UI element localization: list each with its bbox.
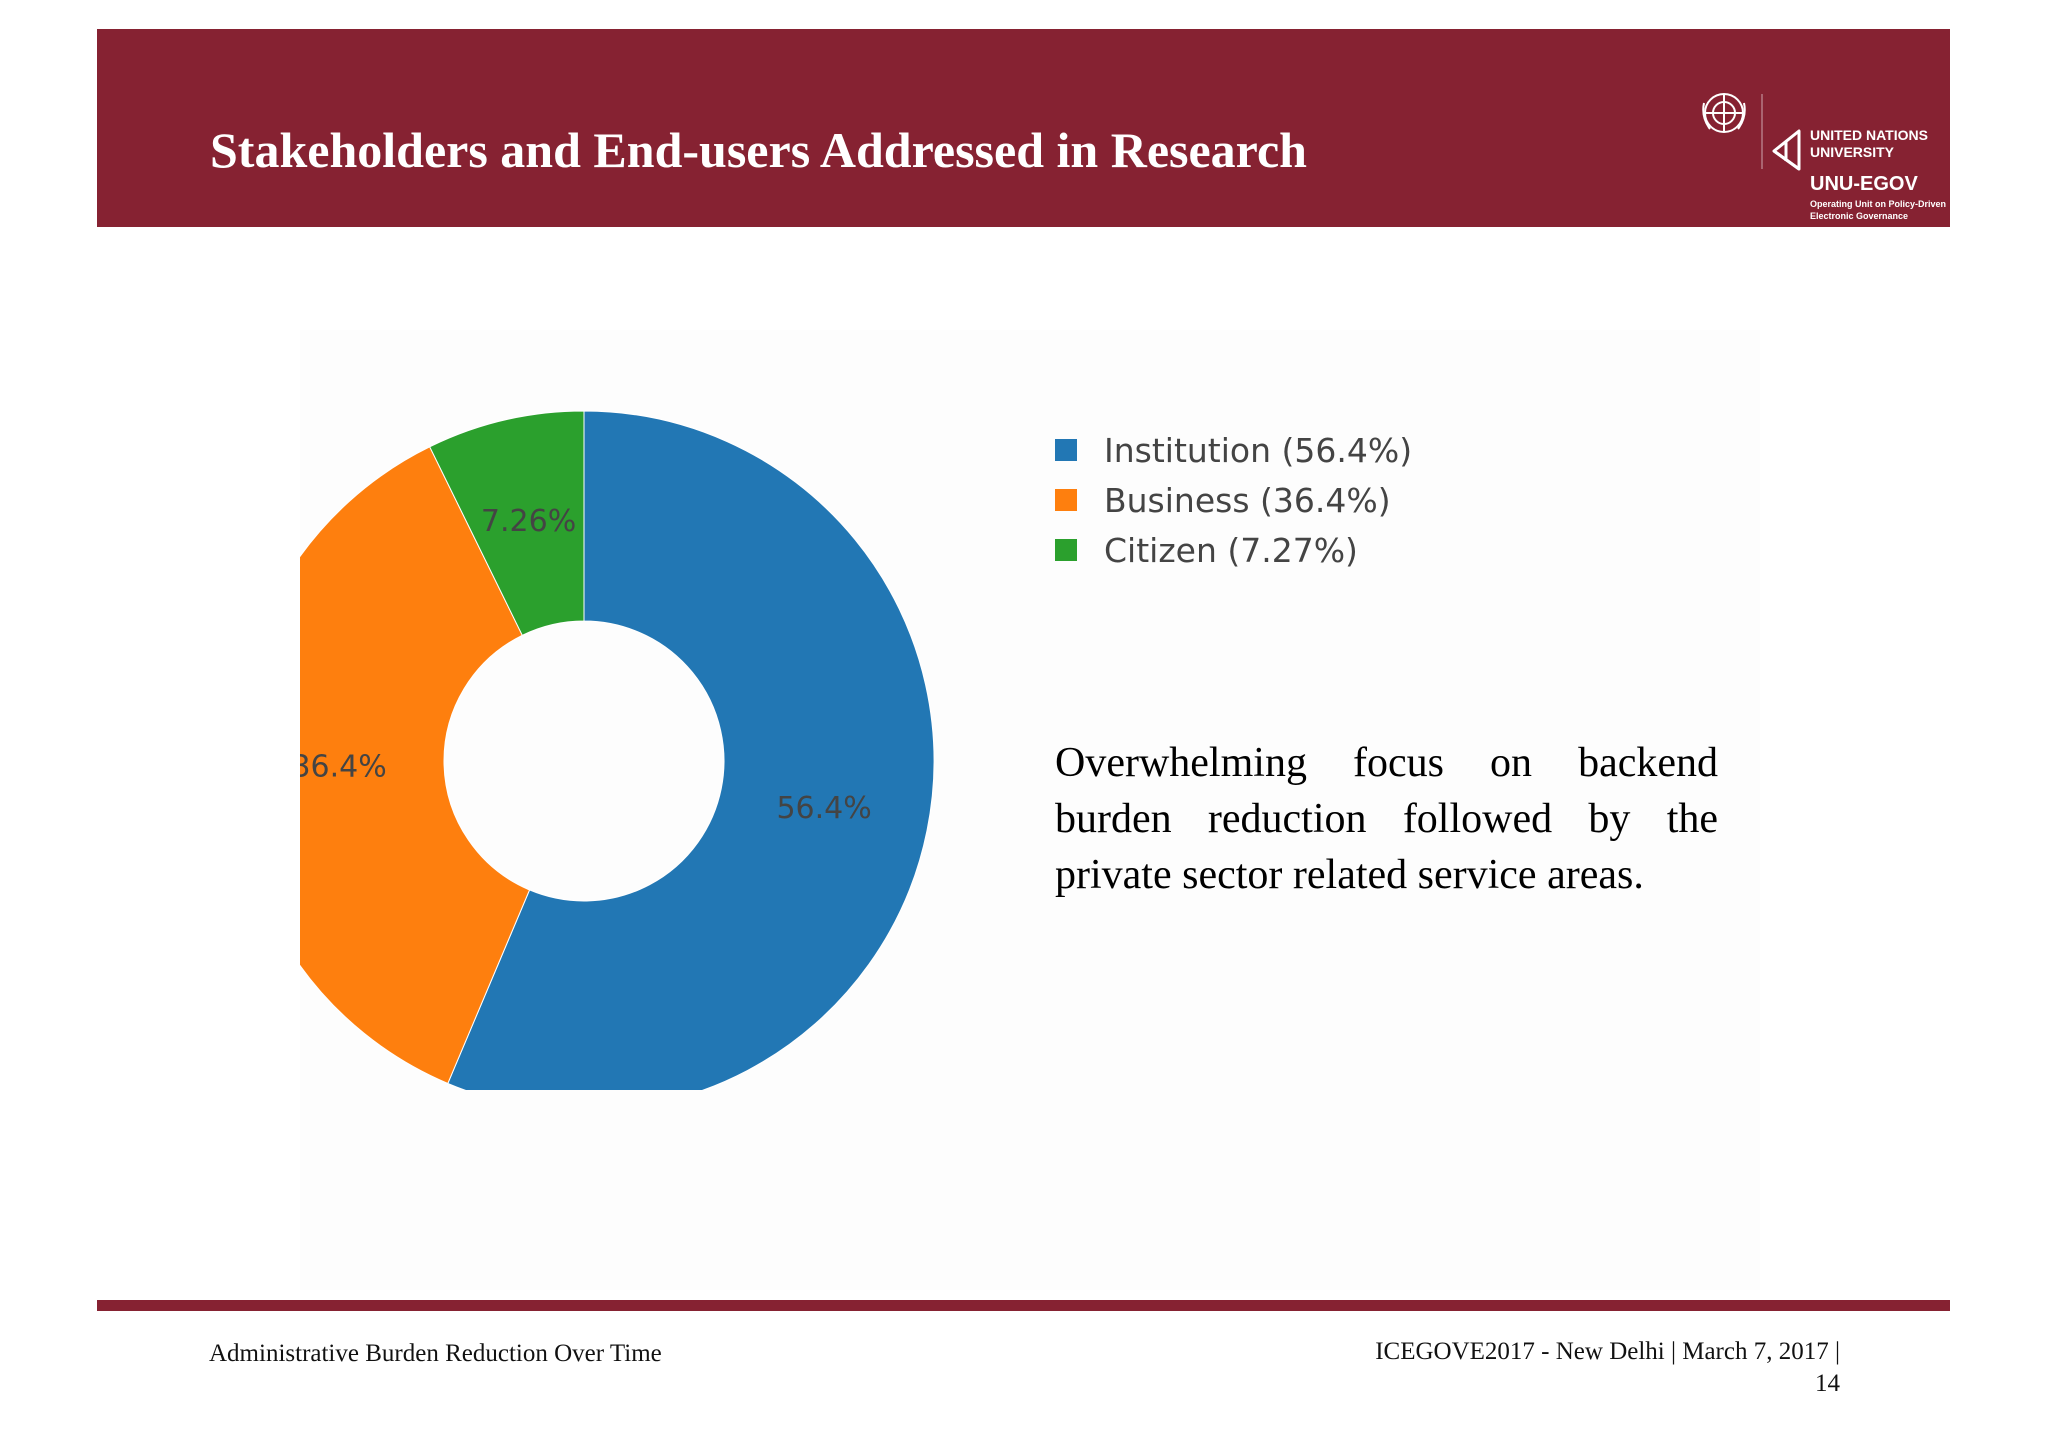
footer-presentation-title: Administrative Burden Reduction Over Tim…	[209, 1340, 662, 1367]
header-band: Stakeholders and End-users Addressed in …	[97, 29, 1950, 227]
chart-legend: Institution (56.4%) Business (36.4%) Cit…	[1055, 425, 1412, 575]
logo-line-3: UNU-EGOV	[1810, 173, 1918, 195]
unu-egov-logo: UNITED NATIONS UNIVERSITY UNU-EGOV Opera…	[1597, 59, 1947, 229]
donut-slice-business[interactable]	[300, 446, 531, 1085]
donut-chart: 56.4% 36.4% 7.26%	[300, 410, 935, 1090]
slice-label-citizen: 7.26%	[481, 504, 576, 539]
footer-event-info: ICEGOVE2017 - New Delhi | March 7, 2017 …	[1300, 1336, 1840, 1400]
donut-slice-institution[interactable]	[447, 410, 935, 1090]
logo-line-5: Electronic Governance	[1810, 211, 1909, 221]
footer-rule	[97, 1300, 1950, 1311]
un-emblem-icon	[1702, 93, 1801, 171]
legend-label-citizen: Citizen (7.27%)	[1104, 530, 1358, 570]
legend-swatch-institution	[1055, 439, 1077, 461]
slide-commentary: Overwhelming focus on backend burden red…	[1055, 740, 1718, 898]
legend-item-institution[interactable]: Institution (56.4%)	[1055, 425, 1412, 475]
slide-title: Stakeholders and End-users Addressed in …	[210, 122, 1307, 178]
logo-line-4: Operating Unit on Policy-Driven	[1810, 199, 1947, 209]
footer-event-date: ICEGOVE2017 - New Delhi | March 7, 2017 …	[1375, 1338, 1840, 1365]
footer-page-number: 14	[1815, 1370, 1840, 1397]
chart-panel: 56.4% 36.4% 7.26%	[300, 330, 1760, 1290]
donut-slice-citizen[interactable]	[429, 410, 585, 637]
legend-label-business: Business (36.4%)	[1104, 480, 1391, 520]
slice-label-institution: 56.4%	[776, 791, 871, 826]
legend-label-institution: Institution (56.4%)	[1104, 430, 1413, 470]
legend-item-citizen[interactable]: Citizen (7.27%)	[1055, 525, 1412, 575]
legend-item-business[interactable]: Business (36.4%)	[1055, 475, 1412, 525]
legend-swatch-citizen	[1055, 539, 1077, 561]
logo-line-2: UNIVERSITY	[1810, 144, 1895, 160]
logo-line-1: UNITED NATIONS	[1810, 127, 1928, 143]
slice-label-business: 36.4%	[300, 749, 387, 784]
legend-swatch-business	[1055, 489, 1077, 511]
